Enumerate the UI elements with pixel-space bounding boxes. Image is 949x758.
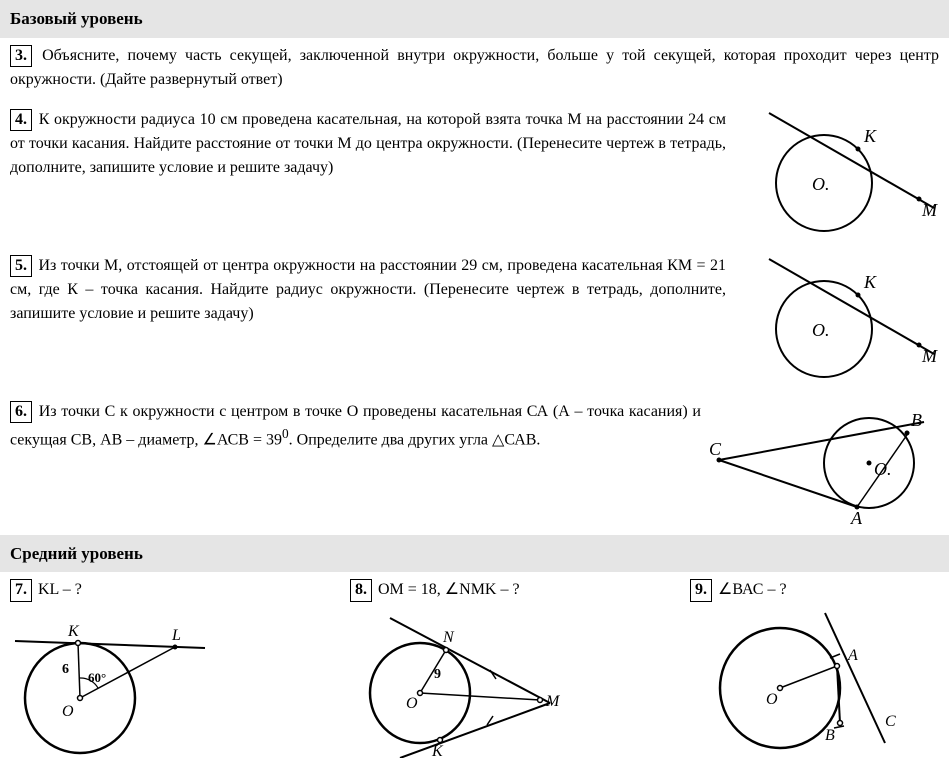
- label-Odot: O.: [812, 174, 830, 194]
- problem-4: 4. К окружности радиуса 10 см проведена …: [0, 102, 949, 248]
- label-6-7: 6: [62, 662, 69, 677]
- problem-6: 6. Из точки С к окружности с центром в т…: [0, 394, 949, 535]
- problem-6-number: 6.: [10, 401, 32, 424]
- problem-8-diagram: N K O M 9: [350, 608, 570, 758]
- problem-7-question: KL – ?: [38, 581, 82, 598]
- label-O-7: O: [62, 703, 74, 720]
- problem-8: 8. ОМ = 18, ∠NMK – ? N K O M 9: [350, 578, 630, 758]
- problem-4-diagram: K O. M: [734, 108, 939, 238]
- problem-8-q: 8. ОМ = 18, ∠NMK – ?: [350, 578, 630, 602]
- label-O-6: O.: [874, 459, 892, 479]
- label-K: K: [863, 126, 877, 146]
- problem-4-body: К окружности радиуса 10 см проведена кас…: [10, 111, 726, 176]
- label-K-5: K: [863, 272, 877, 292]
- problem-3-text: 3. Объясните, почему часть секущей, закл…: [10, 44, 939, 92]
- problem-8-question: ОМ = 18, ∠NMK – ?: [378, 581, 520, 598]
- problem-5: 5. Из точки М, отстоящей от центра окруж…: [0, 248, 949, 394]
- problem-4-text: 4. К окружности радиуса 10 см проведена …: [10, 108, 726, 180]
- problem-7: 7. KL – ? K L O 6 60°: [10, 578, 290, 758]
- problem-6-angle: ∠АСВ = 39: [203, 431, 282, 448]
- problem-6-body-b: . Определите два других угла △САВ.: [289, 431, 541, 448]
- problem-6-text: 6. Из точки С к окружности с центром в т…: [10, 400, 701, 452]
- label-B-6: B: [911, 410, 922, 430]
- problem-8-number: 8.: [350, 579, 372, 602]
- problem-7-q: 7. KL – ?: [10, 578, 290, 602]
- problem-5-text: 5. Из точки М, отстоящей от центра окруж…: [10, 254, 726, 326]
- problem-6-diagram: C O. B A: [709, 400, 939, 525]
- problem-6-deg: 0: [282, 426, 289, 441]
- label-9-8: 9: [434, 667, 441, 682]
- label-C-9: C: [885, 713, 896, 730]
- problem-9-question: ∠ВАС – ?: [718, 581, 787, 598]
- label-B-9: B: [825, 727, 835, 744]
- label-K-7: K: [67, 623, 80, 640]
- label-O-8: O: [406, 695, 418, 712]
- label-60-7: 60°: [88, 670, 106, 685]
- label-O-9: O: [766, 691, 778, 708]
- problem-5-diagram: K O. M: [734, 254, 939, 384]
- problem-3: 3. Объясните, почему часть секущей, закл…: [0, 38, 949, 102]
- label-C-6: C: [709, 439, 722, 459]
- problem-4-number: 4.: [10, 109, 32, 132]
- medium-level-header: Средний уровень: [0, 535, 949, 573]
- label-M-8: M: [545, 693, 561, 710]
- problem-7-number: 7.: [10, 579, 32, 602]
- problem-3-number: 3.: [10, 45, 32, 68]
- label-N-8: N: [442, 629, 455, 646]
- label-Odot-5: O.: [812, 320, 830, 340]
- problem-9: 9. ∠ВАС – ? O A B C: [690, 578, 949, 758]
- basic-level-header: Базовый уровень: [0, 0, 949, 38]
- problem-9-diagram: O A B C: [690, 608, 920, 758]
- problem-7-diagram: K L O 6 60°: [10, 608, 210, 758]
- problem-9-number: 9.: [690, 579, 712, 602]
- label-M-5: M: [921, 346, 938, 366]
- medium-level-title: Средний уровень: [10, 544, 143, 563]
- problem-5-number: 5.: [10, 255, 32, 278]
- label-A-6: A: [850, 508, 863, 525]
- label-K-8: K: [431, 743, 444, 758]
- basic-level-title: Базовый уровень: [10, 9, 143, 28]
- problem-3-body: Объясните, почему часть секущей, заключе…: [10, 47, 939, 88]
- label-M: M: [921, 200, 938, 220]
- medium-row: 7. KL – ? K L O 6 60° 8. ОМ = 18, ∠NMK: [0, 572, 949, 758]
- problem-5-body: Из точки М, отстоящей от центра окружнос…: [10, 257, 726, 322]
- label-A-9: A: [847, 647, 858, 664]
- label-L-7: L: [171, 627, 181, 644]
- problem-9-q: 9. ∠ВАС – ?: [690, 578, 949, 602]
